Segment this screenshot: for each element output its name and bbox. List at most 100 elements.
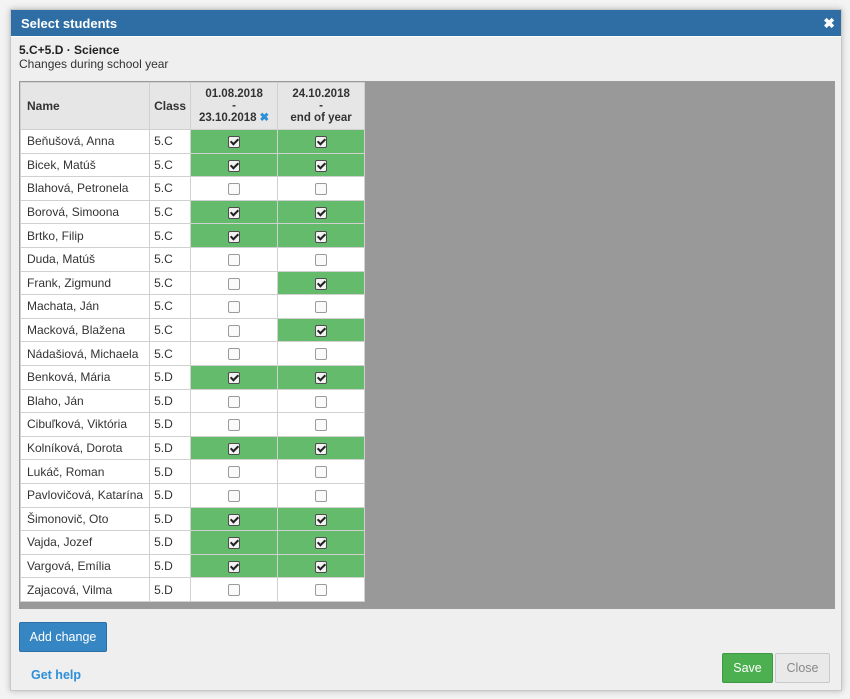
- table-row: Lukáč, Roman 5.D: [19, 459, 366, 484]
- period-2-cell[interactable]: [277, 553, 366, 579]
- period-1-checkbox[interactable]: [228, 159, 241, 172]
- period-1-cell[interactable]: [190, 435, 279, 461]
- period-1-cell[interactable]: [190, 270, 279, 296]
- period-2-checkbox[interactable]: [315, 513, 328, 526]
- period-2-cell[interactable]: [277, 530, 366, 555]
- student-class: 5.C: [149, 199, 192, 225]
- period-1-checkbox[interactable]: [228, 277, 241, 290]
- period-2-checkbox[interactable]: [315, 490, 328, 503]
- students-table-body: Beňušová, Anna 5.C Bicek, Matúš 5.C Blahová,…: [19, 129, 366, 602]
- period-1-checkbox[interactable]: [228, 584, 241, 597]
- table-row: Cibuľková, Viktória 5.D: [19, 412, 366, 437]
- period-1-checkbox[interactable]: [228, 301, 241, 314]
- period-2-cell[interactable]: [277, 577, 366, 602]
- period-1-checkbox[interactable]: [228, 419, 241, 432]
- period-1-checkbox[interactable]: [228, 513, 241, 526]
- student-name: Brtko, Filip: [19, 223, 151, 248]
- period-2-checkbox[interactable]: [315, 466, 328, 479]
- student-class: 5.C: [149, 270, 192, 296]
- period-2-cell[interactable]: [277, 435, 366, 461]
- add-change-button[interactable]: Add change: [19, 622, 107, 652]
- period-1-cell[interactable]: [190, 506, 279, 532]
- period-1-checkbox[interactable]: [228, 136, 241, 149]
- period-2-cell[interactable]: [277, 129, 366, 154]
- period-1-cell[interactable]: [190, 317, 279, 343]
- period-2-checkbox[interactable]: [315, 395, 328, 408]
- period-2-cell[interactable]: [277, 388, 366, 414]
- period-1-cell[interactable]: [190, 341, 279, 366]
- period-2-checkbox[interactable]: [315, 324, 328, 337]
- period-2-cell[interactable]: [277, 506, 366, 532]
- period-2-checkbox[interactable]: [315, 584, 328, 597]
- period-1-cell[interactable]: [190, 199, 279, 225]
- period-1-checkbox[interactable]: [228, 230, 241, 243]
- period-1-checkbox[interactable]: [228, 442, 241, 455]
- period-1-cell[interactable]: [190, 294, 279, 319]
- period-2-cell[interactable]: [277, 459, 366, 484]
- table-row: Frank, Zigmund 5.C: [19, 270, 366, 296]
- period-1-checkbox[interactable]: [228, 183, 241, 196]
- period-2-cell[interactable]: [277, 364, 366, 390]
- period-2-cell[interactable]: [277, 246, 366, 272]
- period-2-checkbox[interactable]: [315, 254, 328, 267]
- period-2-checkbox[interactable]: [315, 419, 328, 432]
- period-2-cell[interactable]: [277, 482, 366, 508]
- period-2-cell[interactable]: [277, 341, 366, 366]
- period-2-checkbox[interactable]: [315, 230, 328, 243]
- period-1-cell[interactable]: [190, 152, 279, 178]
- period-1-checkbox[interactable]: [228, 206, 241, 219]
- period-1-checkbox[interactable]: [228, 560, 241, 573]
- student-name: Lukáč, Roman: [19, 459, 151, 484]
- remove-icon[interactable]: ✖: [259, 112, 270, 124]
- table-row: Brtko, Filip 5.C: [19, 223, 366, 248]
- period-2-checkbox[interactable]: [315, 183, 328, 196]
- period-2-cell[interactable]: [277, 176, 366, 201]
- period-1-checkbox[interactable]: [228, 372, 241, 385]
- period-1-cell[interactable]: [190, 530, 279, 555]
- period-2-cell[interactable]: [277, 152, 366, 178]
- period-1-cell[interactable]: [190, 388, 279, 414]
- period-2-checkbox[interactable]: [315, 560, 328, 573]
- period-1-cell[interactable]: [190, 553, 279, 579]
- period-1-cell[interactable]: [190, 176, 279, 201]
- period-1-cell[interactable]: [190, 223, 279, 248]
- student-name: Vajda, Jozef: [19, 530, 151, 555]
- period-2-checkbox[interactable]: [315, 136, 328, 149]
- period-1-cell[interactable]: [190, 482, 279, 508]
- period-2-checkbox[interactable]: [315, 277, 328, 290]
- period-1-cell[interactable]: [190, 459, 279, 484]
- period-2-checkbox[interactable]: [315, 301, 328, 314]
- period-1-cell[interactable]: [190, 129, 279, 154]
- student-name: Benková, Mária: [19, 364, 151, 390]
- close-icon[interactable]: ✖: [823, 15, 835, 31]
- student-name: Frank, Zigmund: [19, 270, 151, 296]
- period-2-checkbox[interactable]: [315, 442, 328, 455]
- period-1-cell[interactable]: [190, 412, 279, 437]
- period-1-checkbox[interactable]: [228, 466, 241, 479]
- period-1-checkbox[interactable]: [228, 537, 241, 550]
- period-1-cell[interactable]: [190, 246, 279, 272]
- save-button[interactable]: Save: [722, 653, 773, 683]
- period-2-cell[interactable]: [277, 199, 366, 225]
- period-2-checkbox[interactable]: [315, 159, 328, 172]
- period-2-cell[interactable]: [277, 223, 366, 248]
- period-1-checkbox[interactable]: [228, 490, 241, 503]
- period-2-cell[interactable]: [277, 412, 366, 437]
- period-2-checkbox[interactable]: [315, 348, 328, 361]
- period-2-checkbox[interactable]: [315, 537, 328, 550]
- get-help-link[interactable]: Get help: [31, 668, 82, 682]
- period-2-cell[interactable]: [277, 294, 366, 319]
- period-2-checkbox[interactable]: [315, 206, 328, 219]
- period-1-checkbox[interactable]: [228, 348, 241, 361]
- period-2-checkbox[interactable]: [315, 372, 328, 385]
- student-name: Nádašiová, Michaela: [19, 341, 151, 366]
- period-1-column-header: 01.08.2018 - 23.10.2018 ✖: [190, 82, 279, 130]
- period-1-checkbox[interactable]: [228, 324, 241, 337]
- period-1-checkbox[interactable]: [228, 254, 241, 267]
- period-1-cell[interactable]: [190, 364, 279, 390]
- period-1-cell[interactable]: [190, 577, 279, 602]
- period-2-cell[interactable]: [277, 270, 366, 296]
- close-button[interactable]: Close: [775, 653, 830, 683]
- period-2-cell[interactable]: [277, 317, 366, 343]
- period-1-checkbox[interactable]: [228, 395, 241, 408]
